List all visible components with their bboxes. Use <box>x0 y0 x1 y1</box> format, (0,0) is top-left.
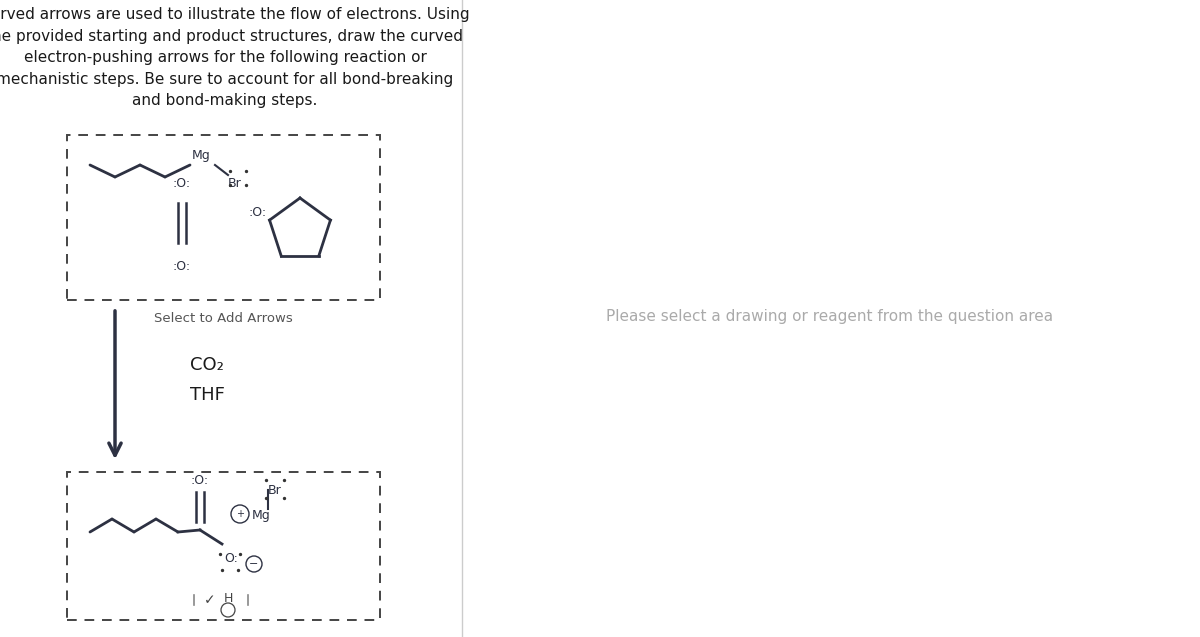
Text: ✓: ✓ <box>204 593 216 607</box>
Text: CO₂: CO₂ <box>190 356 224 374</box>
Text: Mg: Mg <box>252 508 271 522</box>
Text: Curved arrows are used to illustrate the flow of electrons. Using
the provided s: Curved arrows are used to illustrate the… <box>0 7 470 108</box>
Text: :O:: :O: <box>173 177 191 190</box>
Text: THF: THF <box>190 386 224 404</box>
Text: :O:: :O: <box>191 474 209 487</box>
Text: Please select a drawing or reagent from the question area: Please select a drawing or reagent from … <box>606 310 1054 324</box>
Text: H: H <box>223 592 233 605</box>
Text: O:: O: <box>224 552 238 565</box>
Bar <box>67 135 380 300</box>
Text: :O:: :O: <box>173 260 191 273</box>
Text: Select to Add Arrows: Select to Add Arrows <box>154 312 293 325</box>
Text: +: + <box>236 509 244 519</box>
Text: −: − <box>250 559 259 569</box>
Text: Br: Br <box>228 177 241 190</box>
Bar <box>67 472 380 620</box>
Text: Br: Br <box>268 483 282 496</box>
Text: Mg: Mg <box>192 149 211 162</box>
Text: :O:: :O: <box>248 206 268 218</box>
